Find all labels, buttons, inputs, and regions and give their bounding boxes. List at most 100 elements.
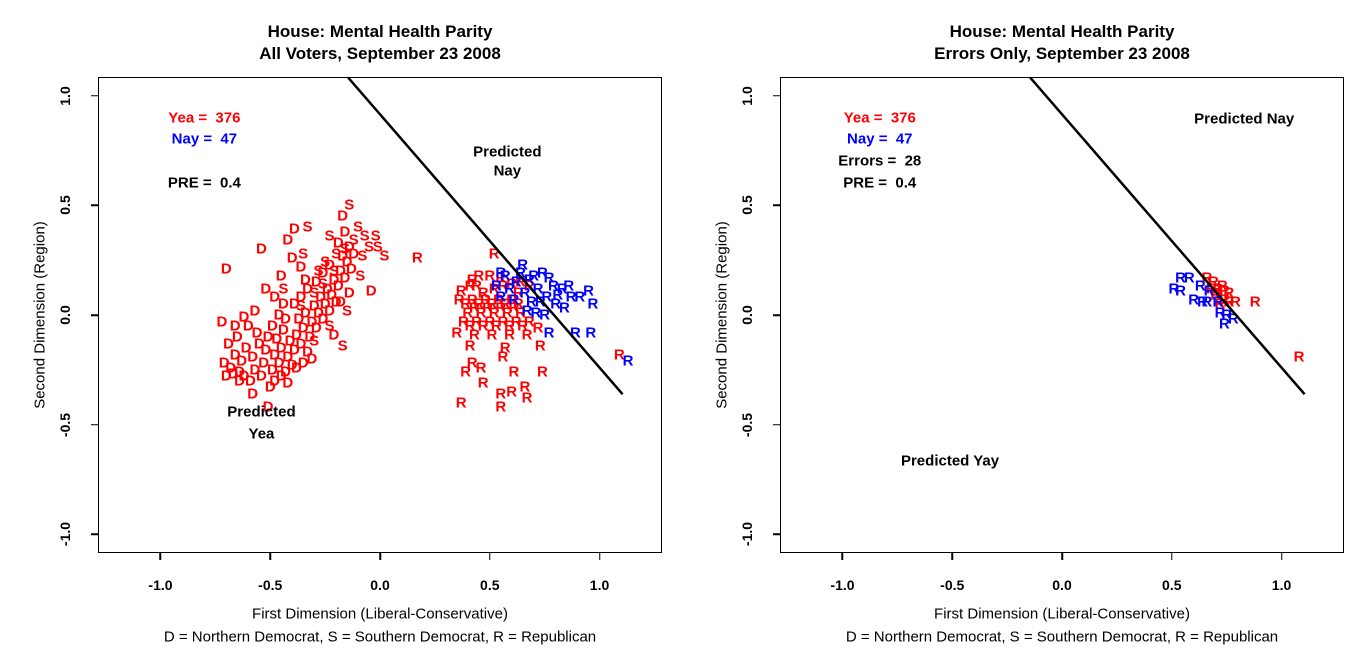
data-point-r: R (1175, 282, 1186, 300)
data-point-d: D (229, 317, 241, 335)
data-point-d: D (277, 295, 289, 313)
data-point-d: D (335, 293, 346, 311)
data-point-r: R (523, 271, 535, 289)
data-point-d: D (249, 302, 261, 320)
data-point-d: D (251, 324, 263, 342)
data-point-d: D (295, 288, 307, 306)
plot-title: House: Mental Health Parity (267, 22, 493, 41)
data-point-s: S (328, 262, 339, 280)
data-point-s: S (298, 245, 309, 263)
data-point-d: D (321, 280, 333, 298)
data-point-r: R (497, 348, 509, 366)
x-tick-mark (598, 552, 601, 560)
y-tick-label: 0.0 (739, 305, 755, 325)
data-point-d: D (280, 363, 292, 381)
data-point-d: D (271, 330, 283, 348)
region-label: Nay (493, 162, 522, 180)
data-point-r: R (1249, 293, 1261, 311)
data-point-d: D (262, 328, 274, 346)
data-point-d: D (223, 335, 234, 353)
data-point-r: R (460, 363, 472, 381)
data-point-d: D (238, 367, 250, 385)
data-point-d: D (341, 253, 353, 271)
data-point-r: R (1293, 348, 1305, 366)
data-point-r: R (488, 245, 500, 263)
x-tick-label: 1.0 (1271, 577, 1292, 593)
data-point-d: D (273, 354, 285, 372)
data-point-d: D (218, 354, 230, 372)
data-point-d: D (256, 240, 267, 258)
data-point-s: S (295, 297, 306, 315)
data-point-d: D (324, 256, 335, 274)
data-point-s: S (324, 227, 335, 245)
data-point-d: D (245, 372, 256, 390)
region-label: Predicted Nay (1194, 110, 1295, 128)
data-point-s: S (339, 240, 350, 258)
data-point-r: R (455, 394, 467, 412)
data-point-d: D (310, 319, 322, 337)
data-point-d: D (273, 306, 285, 324)
data-point-d: D (234, 363, 245, 381)
y-tick-mark (773, 423, 781, 426)
data-point-r: R (587, 295, 599, 313)
data-point-d: D (306, 313, 318, 331)
data-point-d: D (229, 346, 241, 363)
x-axis-label: First Dimension (Liberal-Conservative) (252, 605, 508, 623)
plot-frame (780, 77, 1344, 553)
y-tick-mark (773, 94, 781, 97)
data-point-d: D (319, 295, 331, 313)
data-point-d: D (317, 310, 329, 328)
y-tick-mark (773, 314, 781, 316)
data-point-d: D (231, 328, 243, 346)
stat-text: PRE = 0.4 (167, 174, 241, 192)
data-point-d: D (282, 374, 294, 392)
data-point-r: R (464, 337, 476, 355)
data-point-s: S (337, 337, 348, 355)
x-tick-label: 1.0 (589, 577, 610, 593)
data-point-d: D (295, 258, 307, 276)
x-tick-label: 0.0 (370, 577, 390, 593)
data-point-d: D (269, 346, 281, 363)
y-tick-label: -0.5 (739, 412, 755, 437)
x-tick-mark (951, 552, 953, 560)
data-point-d: D (313, 304, 324, 322)
data-point-r: R (508, 363, 520, 381)
x-tick-label: -1.0 (830, 577, 855, 593)
x-tick-mark (1280, 552, 1283, 560)
data-point-r: R (1216, 277, 1228, 295)
plot-subtitle: Errors Only, September 23 2008 (934, 44, 1190, 63)
data-point-d: D (328, 326, 340, 344)
y-tick-label: -1.0 (739, 522, 755, 547)
legend-caption: D = Northern Democrat, S = Southern Demo… (845, 628, 1279, 646)
data-point-d: D (267, 361, 278, 379)
data-point-d: D (277, 321, 289, 339)
x-tick-label: 0.5 (1162, 577, 1182, 593)
data-point-d: D (328, 271, 340, 289)
plot-frame (98, 77, 662, 553)
data-point-d: D (299, 304, 311, 322)
data-point-d: D (291, 326, 302, 344)
data-point-s: S (309, 332, 320, 350)
data-point-r: R (1227, 310, 1239, 328)
data-point-r: R (477, 374, 489, 392)
region-label: Yea (248, 425, 275, 442)
data-point-d: D (297, 319, 309, 337)
region-label: Predicted Yay (900, 452, 1000, 470)
data-point-r: R (486, 326, 498, 344)
data-point-d: D (310, 273, 322, 291)
data-point-d: D (227, 365, 239, 383)
stat-text: Yea = 376 (168, 109, 241, 126)
data-point-d: D (220, 260, 232, 278)
data-point-d: D (288, 341, 300, 359)
x-tick-mark (1171, 552, 1173, 560)
data-point-d: D (299, 271, 311, 289)
data-point-d: D (264, 378, 276, 396)
y-tick-mark (773, 533, 781, 536)
data-point-d: D (337, 247, 349, 265)
data-point-s: S (331, 245, 342, 263)
data-point-r: R (622, 352, 634, 370)
data-point-d: D (304, 328, 316, 346)
data-point-d: D (247, 348, 259, 366)
data-point-d: D (216, 313, 228, 331)
